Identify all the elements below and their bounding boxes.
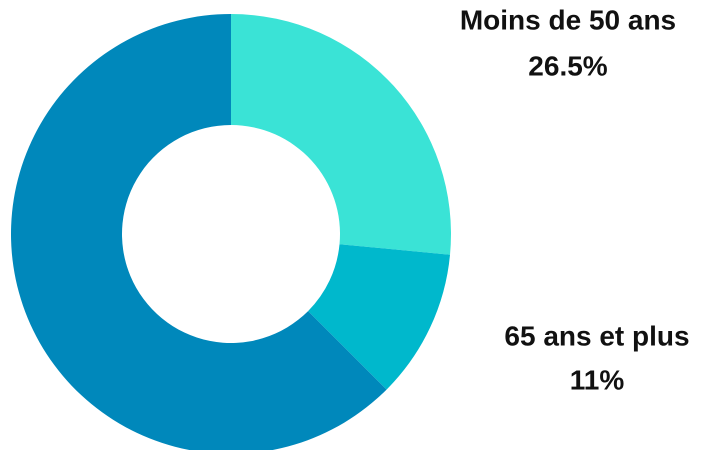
segment-label: Moins de 50 ans <box>460 4 676 35</box>
donut-segment <box>231 14 451 255</box>
segment-value-label: 11% <box>570 364 625 395</box>
segment-label: 65 ans et plus <box>504 320 689 351</box>
donut-segment <box>308 244 451 390</box>
donut-segment <box>11 14 387 450</box>
segment-value-label: 26.5% <box>528 50 607 81</box>
